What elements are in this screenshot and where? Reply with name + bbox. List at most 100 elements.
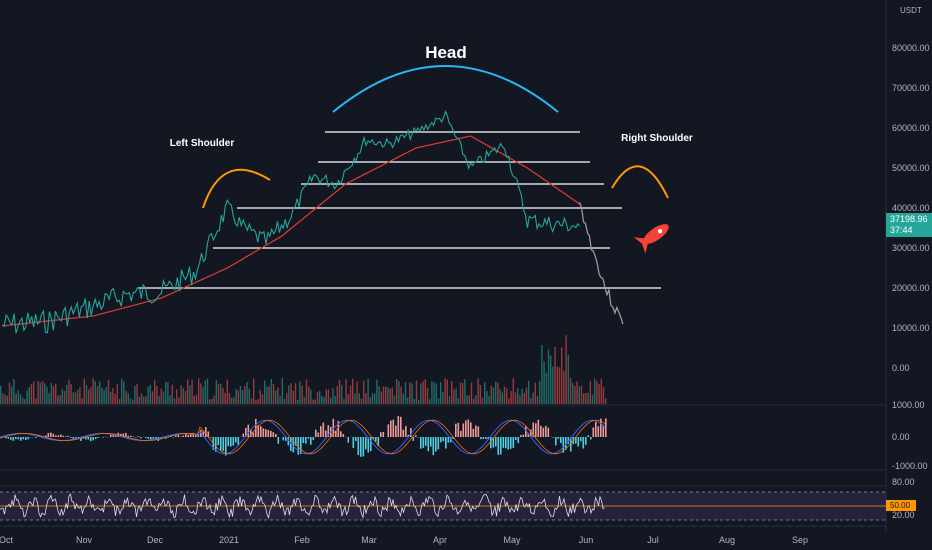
macd-bar	[90, 437, 92, 442]
macd-bar	[147, 437, 150, 439]
time-axis[interactable]: Oct Nov Dec 2021 Feb Mar Apr May Jun Jul Aug Sep	[0, 535, 808, 545]
macd-bar	[567, 437, 570, 444]
macd-bar	[547, 427, 550, 437]
volume-bar	[605, 398, 607, 404]
volume-bar	[187, 379, 189, 404]
volume-bar	[134, 386, 136, 404]
macd-bar	[232, 437, 235, 446]
macd-bar	[527, 432, 530, 437]
volume-bar	[162, 391, 165, 404]
macd-bar	[25, 437, 27, 441]
volume-bar	[371, 393, 374, 404]
rsi-pane	[0, 491, 886, 521]
volume-bar	[178, 397, 180, 404]
volume-bar	[338, 380, 341, 404]
macd-bar	[482, 437, 485, 440]
macd-bar	[62, 435, 65, 437]
volume-bar	[349, 385, 352, 404]
volume-bar	[316, 392, 319, 404]
price-tick-label: 10000.00	[892, 323, 930, 333]
time-tick-label: Dec	[147, 535, 164, 545]
macd-bar	[322, 422, 325, 437]
volume-bar	[345, 379, 347, 404]
volume-bar	[233, 397, 235, 404]
macd-bar	[557, 437, 560, 439]
volume-bar	[308, 386, 310, 404]
volume-bar	[530, 398, 532, 404]
macd-bar	[122, 433, 125, 437]
volume-bar	[409, 382, 411, 404]
macd-bar	[130, 435, 132, 437]
volume-bar	[35, 398, 37, 404]
volume-bar	[184, 391, 187, 404]
volume-bar	[46, 386, 48, 404]
macd-bar	[187, 434, 190, 437]
last-price-tag: 37198.96 37:44	[886, 213, 932, 237]
volume-bar	[59, 395, 61, 404]
volume-bar	[101, 387, 103, 404]
volume-bar	[26, 390, 28, 404]
volume-bar	[74, 392, 77, 404]
volume-bar	[253, 378, 255, 404]
macd-bar	[22, 437, 25, 440]
projection-series	[579, 202, 624, 325]
volume-bar	[167, 382, 169, 404]
horizontal-levels[interactable]	[137, 131, 661, 289]
volume-bar	[206, 378, 209, 404]
volume-bar	[182, 388, 184, 404]
volume-bar	[68, 379, 70, 404]
macd-bar	[447, 437, 450, 443]
moving-average-series	[2, 135, 581, 327]
rocket-icon	[633, 224, 669, 254]
macd-bar	[290, 437, 292, 451]
macd-bar	[475, 425, 477, 437]
macd-bar	[292, 437, 295, 453]
volume-bar	[486, 390, 488, 404]
macd-bar	[487, 437, 490, 440]
macd-bar	[600, 418, 602, 437]
volume-bar	[145, 396, 147, 404]
macd-bar	[555, 437, 557, 446]
volume-bar	[105, 386, 107, 404]
volume-bar	[92, 378, 94, 404]
volume-bar	[369, 397, 371, 404]
volume-bar	[464, 379, 466, 404]
volume-bar	[191, 379, 193, 404]
volume-bar	[497, 382, 499, 404]
volume-bar	[294, 383, 297, 404]
macd-bar	[35, 437, 37, 438]
macd-bar	[390, 420, 392, 437]
volume-bar	[327, 389, 330, 404]
volume-bar	[433, 382, 435, 404]
volume-bar	[411, 383, 413, 404]
volume-bar	[550, 355, 552, 404]
volume-bar	[19, 394, 22, 404]
head-label: Head	[425, 43, 467, 62]
time-tick-label: Aug	[719, 535, 735, 545]
volume-bar	[237, 390, 239, 404]
volume-bar	[72, 392, 74, 404]
volume-bar	[299, 381, 301, 404]
macd-bar	[580, 437, 582, 442]
macd-bar	[377, 437, 380, 447]
macd-bar	[285, 437, 287, 441]
volume-bar	[202, 387, 204, 404]
macd-bar	[250, 429, 252, 437]
macd-bar	[465, 420, 467, 437]
macd-bar	[5, 437, 7, 439]
volume-bar	[140, 393, 143, 404]
macd-bar	[497, 437, 500, 455]
volume-bar	[107, 379, 110, 404]
macd-bar	[197, 433, 200, 437]
volume-bar	[380, 391, 382, 404]
volume-bar	[387, 387, 389, 404]
macd-bar	[87, 437, 90, 440]
macd-bar	[75, 437, 77, 439]
macd-bar	[545, 425, 547, 437]
macd-bar	[410, 427, 412, 437]
volume-bar	[473, 398, 475, 404]
rsi-value-tag: 50.00	[886, 500, 916, 511]
macd-bar	[455, 423, 457, 437]
price-axis[interactable]: 80000.00 70000.00 60000.00 50000.00 40000.00…	[892, 43, 930, 520]
